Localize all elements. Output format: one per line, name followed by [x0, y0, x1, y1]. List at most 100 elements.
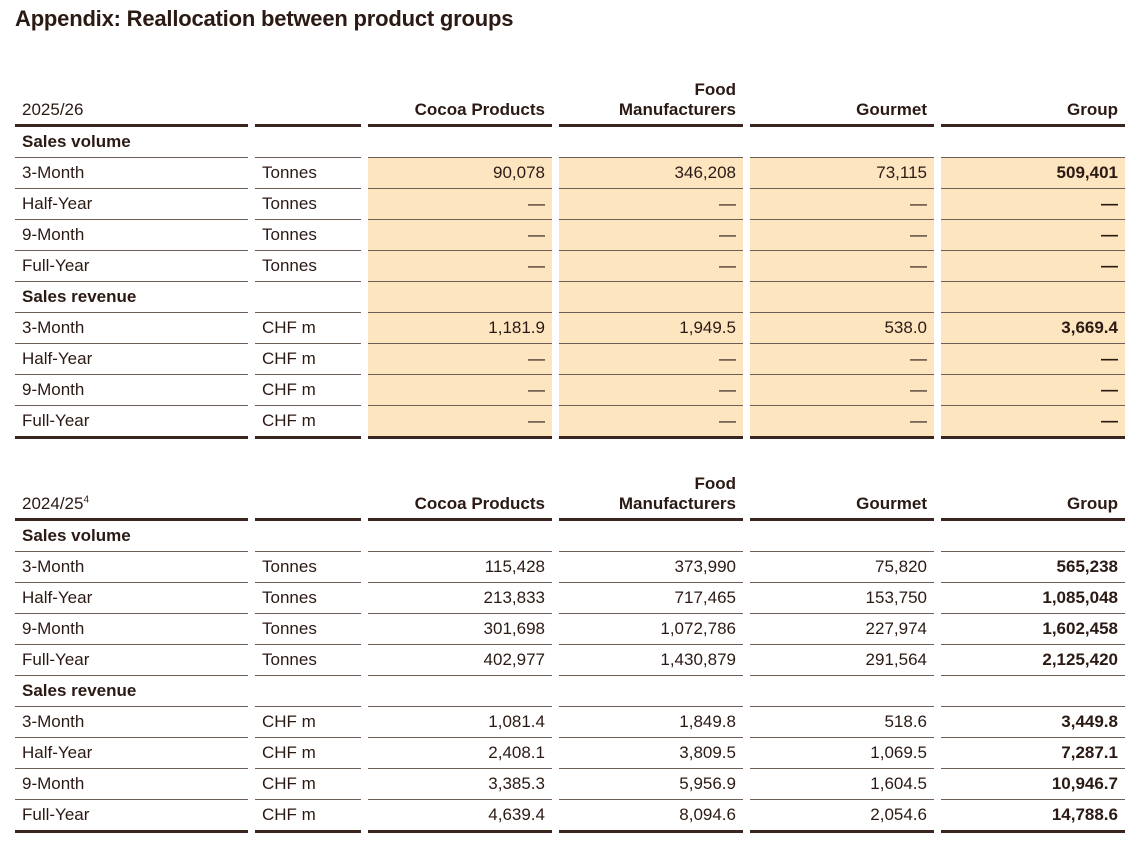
value-gourmet: 538.0: [750, 313, 934, 344]
value-food-manufacturers: 717,465: [559, 583, 743, 614]
table-row: Half-Year CHF m — — — —: [15, 344, 1125, 375]
header-row: 2024/254 Cocoa Products Food Manufacturers G…: [15, 468, 1125, 521]
table-row: 9-Month CHF m 3,385.3 5,956.9 1,604.5 10,946.…: [15, 769, 1125, 800]
row-label: 9-Month: [15, 614, 248, 645]
row-label: 3-Month: [15, 707, 248, 738]
value-gourmet: 73,115: [750, 158, 934, 189]
section-cell: [368, 676, 552, 707]
section-cell: [559, 521, 743, 552]
value-food-manufacturers: 373,990: [559, 552, 743, 583]
value-food-manufacturers: 3,809.5: [559, 738, 743, 769]
row-label: 9-Month: [15, 769, 248, 800]
table-row: Half-Year Tonnes — — — —: [15, 189, 1125, 220]
section-cell: [368, 282, 552, 313]
table-row: 9-Month CHF m — — — —: [15, 375, 1125, 406]
row-unit: CHF m: [255, 800, 361, 833]
value-food-manufacturers: 1,949.5: [559, 313, 743, 344]
section-unit: [255, 282, 361, 313]
value-gourmet: 518.6: [750, 707, 934, 738]
column-header: Cocoa Products: [368, 468, 552, 521]
section-label: Sales volume: [15, 521, 248, 552]
table-row: 3-Month CHF m 1,181.9 1,949.5 538.0 3,669.4: [15, 313, 1125, 344]
row-label: Half-Year: [15, 583, 248, 614]
section-row: Sales revenue: [15, 282, 1125, 313]
row-label: 3-Month: [15, 158, 248, 189]
table-row: Full-Year CHF m — — — —: [15, 406, 1125, 439]
value-food-manufacturers: —: [559, 406, 743, 439]
section-cell: [750, 676, 934, 707]
value-food-manufacturers: 5,956.9: [559, 769, 743, 800]
section-unit: [255, 127, 361, 158]
column-header: Gourmet: [750, 74, 934, 127]
row-unit: CHF m: [255, 313, 361, 344]
row-unit: CHF m: [255, 738, 361, 769]
value-cocoa-products: —: [368, 251, 552, 282]
row-unit: Tonnes: [255, 158, 361, 189]
value-cocoa-products: 2,408.1: [368, 738, 552, 769]
section-cell: [941, 282, 1125, 313]
value-food-manufacturers: —: [559, 251, 743, 282]
row-label: 9-Month: [15, 375, 248, 406]
row-label: Full-Year: [15, 800, 248, 833]
value-group: 1,085,048: [941, 583, 1125, 614]
value-group: —: [941, 344, 1125, 375]
table-row: 3-Month Tonnes 115,428 373,990 75,820 565,238: [15, 552, 1125, 583]
section-cell: [559, 282, 743, 313]
table-row: 3-Month CHF m 1,081.4 1,849.8 518.6 3,449.8: [15, 707, 1125, 738]
row-unit: Tonnes: [255, 189, 361, 220]
row-label: Full-Year: [15, 645, 248, 676]
header-row: 2025/26 Cocoa Products Food Manufacturers Go…: [15, 74, 1125, 127]
column-header: Cocoa Products: [368, 74, 552, 127]
row-label: 3-Month: [15, 552, 248, 583]
value-gourmet: 2,054.6: [750, 800, 934, 833]
value-group: —: [941, 375, 1125, 406]
row-unit: CHF m: [255, 375, 361, 406]
value-cocoa-products: 115,428: [368, 552, 552, 583]
value-cocoa-products: 402,977: [368, 645, 552, 676]
value-food-manufacturers: 1,430,879: [559, 645, 743, 676]
section-cell: [750, 282, 934, 313]
row-unit: Tonnes: [255, 552, 361, 583]
value-cocoa-products: —: [368, 220, 552, 251]
row-label: 9-Month: [15, 220, 248, 251]
value-cocoa-products: 4,639.4: [368, 800, 552, 833]
row-label: Half-Year: [15, 344, 248, 375]
row-label: Full-Year: [15, 406, 248, 439]
row-label: Half-Year: [15, 738, 248, 769]
section-cell: [368, 521, 552, 552]
value-cocoa-products: 90,078: [368, 158, 552, 189]
table-2024-25: 2024/254 Cocoa Products Food Manufacturers G…: [8, 468, 1132, 833]
row-unit: Tonnes: [255, 220, 361, 251]
period-label: 2025/26: [15, 74, 248, 127]
value-gourmet: —: [750, 375, 934, 406]
table-row: Full-Year CHF m 4,639.4 8,094.6 2,054.6 14,78…: [15, 800, 1125, 833]
value-cocoa-products: 1,081.4: [368, 707, 552, 738]
value-cocoa-products: —: [368, 189, 552, 220]
section-label: Sales volume: [15, 127, 248, 158]
value-food-manufacturers: 1,849.8: [559, 707, 743, 738]
section-unit: [255, 676, 361, 707]
column-header: Group: [941, 468, 1125, 521]
value-group: —: [941, 189, 1125, 220]
table-row: 9-Month Tonnes — — — —: [15, 220, 1125, 251]
table-row: Half-Year Tonnes 213,833 717,465 153,750 1,08…: [15, 583, 1125, 614]
row-unit: CHF m: [255, 707, 361, 738]
value-group: 14,788.6: [941, 800, 1125, 833]
column-header: Food Manufacturers: [559, 468, 743, 521]
section-cell: [559, 676, 743, 707]
section-row: Sales revenue: [15, 676, 1125, 707]
section-cell: [941, 521, 1125, 552]
row-label: 3-Month: [15, 313, 248, 344]
value-gourmet: —: [750, 406, 934, 439]
row-unit: Tonnes: [255, 251, 361, 282]
value-group: 2,125,420: [941, 645, 1125, 676]
value-cocoa-products: —: [368, 406, 552, 439]
value-food-manufacturers: —: [559, 375, 743, 406]
unit-header: [255, 468, 361, 521]
value-cocoa-products: —: [368, 375, 552, 406]
value-group: 3,449.8: [941, 707, 1125, 738]
section-cell: [941, 676, 1125, 707]
row-unit: CHF m: [255, 406, 361, 439]
row-label: Full-Year: [15, 251, 248, 282]
value-gourmet: 227,974: [750, 614, 934, 645]
